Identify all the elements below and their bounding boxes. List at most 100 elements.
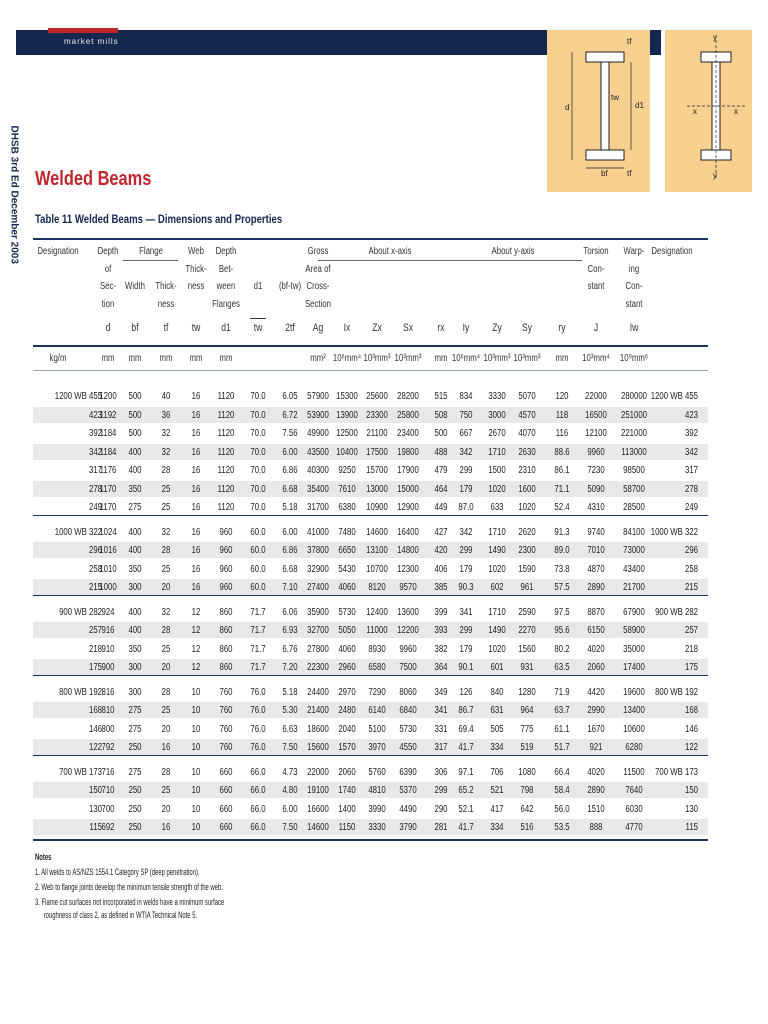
table-cell: 716 [101, 766, 115, 778]
table-cell: 1184 [99, 446, 117, 458]
table-cell: 22000 [585, 391, 607, 402]
table-cell: 642 [520, 803, 534, 815]
column-symbol: Iw [629, 322, 639, 334]
table-cell: 960 [219, 582, 233, 593]
table-cell: 12 [191, 606, 201, 618]
table-cell: 4570 [518, 409, 536, 421]
table-cell: 28 [161, 766, 171, 778]
table-cell: 3790 [399, 822, 417, 833]
table-cell: 120 [555, 391, 569, 402]
table-cell: 331 [434, 723, 448, 735]
table-cell: 5.30 [282, 705, 298, 716]
designation: 168 [88, 705, 102, 716]
table-cell: 16600 [307, 803, 329, 815]
table-cell: 3970 [368, 742, 386, 753]
table-cell: 840 [490, 686, 504, 698]
table-cell: 13100 [366, 545, 388, 556]
table-cell: 7500 [399, 662, 417, 673]
table-cell: 41.7 [458, 822, 474, 833]
table-cell: 4420 [587, 686, 605, 698]
table-cell: 800 [101, 723, 115, 735]
table-cell: 35400 [307, 483, 329, 495]
table-cell: 760 [219, 723, 233, 735]
designation: 218 [684, 643, 698, 655]
table-cell: 32900 [307, 563, 329, 575]
column-symbol: 2tf [285, 322, 295, 334]
designation: 800 WB 192 [59, 686, 102, 698]
table-cell: 910 [101, 643, 115, 655]
table-cell: 2630 [518, 446, 536, 458]
web [600, 61, 610, 151]
table-cell: 7.50 [282, 742, 298, 753]
table-cell: 960 [219, 526, 233, 538]
table-cell: 300 [128, 662, 142, 673]
table-cell: 5730 [399, 723, 417, 735]
designation: 258 [684, 563, 698, 575]
table-cell: 5.18 [282, 502, 298, 513]
table-cell: 5070 [518, 391, 536, 402]
table-cell: 427 [434, 526, 448, 538]
column-header: d1 [253, 281, 263, 293]
table-cell: 10600 [623, 723, 645, 735]
note-item: 1. All welds to AS/NZS 1554.1 Category S… [35, 867, 200, 878]
section-diagrams: tf tw d d1 bf tf y x x y [547, 30, 752, 192]
table-cell: 32 [161, 428, 171, 439]
table-cell: 5050 [338, 625, 356, 636]
table-cell: 6.93 [282, 625, 298, 636]
table-cell: 5100 [368, 723, 386, 735]
table-cell: 22300 [307, 662, 329, 673]
diagram-label: bf [601, 169, 608, 178]
table-cell: 41.7 [458, 742, 474, 753]
column-symbol: d [105, 322, 111, 334]
table-cell: 860 [219, 662, 233, 673]
table-cell: 13400 [623, 705, 645, 716]
table-cell: 710 [101, 785, 115, 796]
table-cell: 479 [434, 465, 448, 476]
table-cell: 1020 [518, 502, 536, 513]
table-cell: 53.5 [554, 822, 570, 833]
table-cell: 2620 [518, 526, 536, 538]
unit: mm [101, 353, 115, 364]
table-cell: 1120 [217, 465, 235, 476]
table-cell: 8120 [368, 582, 386, 593]
column-header: Warp- [623, 246, 645, 257]
table-cell: 58700 [623, 483, 645, 495]
designation: 342 [684, 446, 698, 458]
table-cell: 13900 [336, 409, 358, 421]
table-cell: 16 [161, 822, 171, 833]
row-shade [33, 819, 708, 835]
table-cell: 25800 [397, 409, 419, 421]
table-cell: 6280 [625, 742, 643, 753]
diagram-label: d [565, 103, 569, 112]
table-cell: 25 [161, 705, 171, 716]
table-cell: 399 [434, 606, 448, 618]
table-cell: 6.76 [282, 643, 298, 655]
unit: 10⁶mm⁴ [451, 353, 481, 364]
table-cell: 798 [520, 785, 534, 796]
row-shade [33, 579, 708, 595]
table-cell: 1600 [518, 483, 536, 495]
table-cell: 7640 [625, 785, 643, 796]
table-cell: 633 [490, 502, 504, 513]
table-cell: 8060 [399, 686, 417, 698]
table-cell: 71.7 [250, 625, 266, 636]
table-cell: 299 [459, 465, 473, 476]
table-cell: 43400 [623, 563, 645, 575]
table-cell: 6390 [399, 766, 417, 778]
column-symbol: ry [558, 322, 566, 334]
table-cell: 2590 [518, 606, 536, 618]
table-cell: 2970 [338, 686, 356, 698]
table-cell: 73000 [623, 545, 645, 556]
table-cell: 750 [459, 409, 473, 421]
table-cell: 71.7 [250, 606, 266, 618]
table-cell: 299 [434, 785, 448, 796]
column-header: Con- [625, 281, 643, 293]
table-cell: 25 [161, 785, 171, 796]
table-cell: 90.3 [458, 582, 474, 593]
column-header: Depth [97, 246, 119, 257]
row-shade [33, 622, 708, 638]
table-cell: 400 [128, 526, 142, 538]
span-line [318, 259, 462, 261]
column-header: Bet- [218, 263, 234, 275]
table-cell: 84100 [623, 526, 645, 538]
